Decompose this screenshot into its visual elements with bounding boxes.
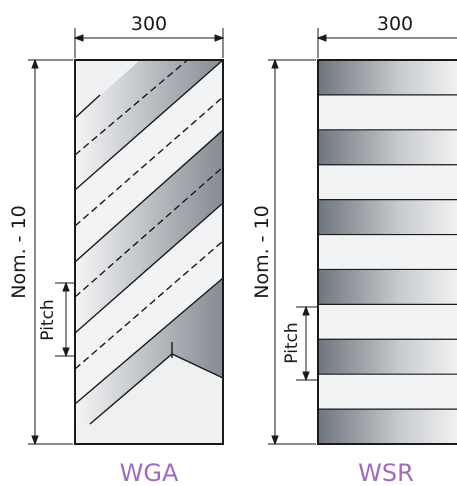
wsr-dark-band — [318, 199, 457, 235]
wsr-dark-band — [318, 409, 457, 444]
wsr-width-dimension — [316, 28, 457, 58]
wsr-light-band — [318, 94, 457, 130]
wga-diagonal-bands — [75, 60, 223, 444]
wsr-dark-band — [318, 60, 457, 95]
wsr-light-band — [318, 234, 457, 270]
wga-pitch-label: Pitch — [38, 299, 58, 340]
wga-height-label: Nom. - 10 — [8, 205, 30, 299]
wsr-dark-band — [318, 269, 457, 305]
wsr-pitch-label: Pitch — [282, 322, 302, 363]
wga-pitch-dimension — [55, 281, 76, 358]
wga-height-dimension — [28, 58, 73, 446]
wsr-height-label: Nom. - 10 — [251, 205, 273, 299]
wga-band — [75, 60, 223, 262]
wsr-pitch-dimension — [296, 305, 318, 382]
wga-solid-line — [75, 129, 223, 263]
wsr-caption: WSR — [358, 459, 414, 486]
wga-width-dimension — [73, 28, 225, 58]
wga-caption: WGA — [120, 459, 179, 486]
wsr-light-band — [318, 304, 457, 340]
wga-solid-line — [75, 94, 101, 119]
wsr-board-outline — [317, 59, 457, 445]
wsr-dark-band — [318, 339, 457, 375]
wsr-light-band — [318, 374, 457, 410]
wsr-light-band — [318, 164, 457, 200]
wsr-horizontal-bands — [318, 60, 457, 444]
wsr-panel: 300 Nom. - 10 Pitch WSR — [251, 13, 457, 486]
wsr-dark-band — [318, 129, 457, 165]
wga-band — [75, 203, 223, 404]
wsr-height-dimension — [268, 58, 316, 446]
wga-solid-line — [75, 60, 223, 191]
wga-band — [75, 130, 223, 333]
wga-solid-line — [75, 202, 223, 334]
wga-width-label: 300 — [131, 13, 167, 35]
wga-panel: 300 Nom. - 10 Pitch WGA — [8, 13, 225, 486]
wga-band — [75, 278, 223, 424]
wga-band — [75, 354, 223, 444]
wga-board-outline — [74, 59, 224, 445]
wsr-width-label: 300 — [377, 13, 413, 35]
wga-solid-line — [75, 277, 223, 405]
